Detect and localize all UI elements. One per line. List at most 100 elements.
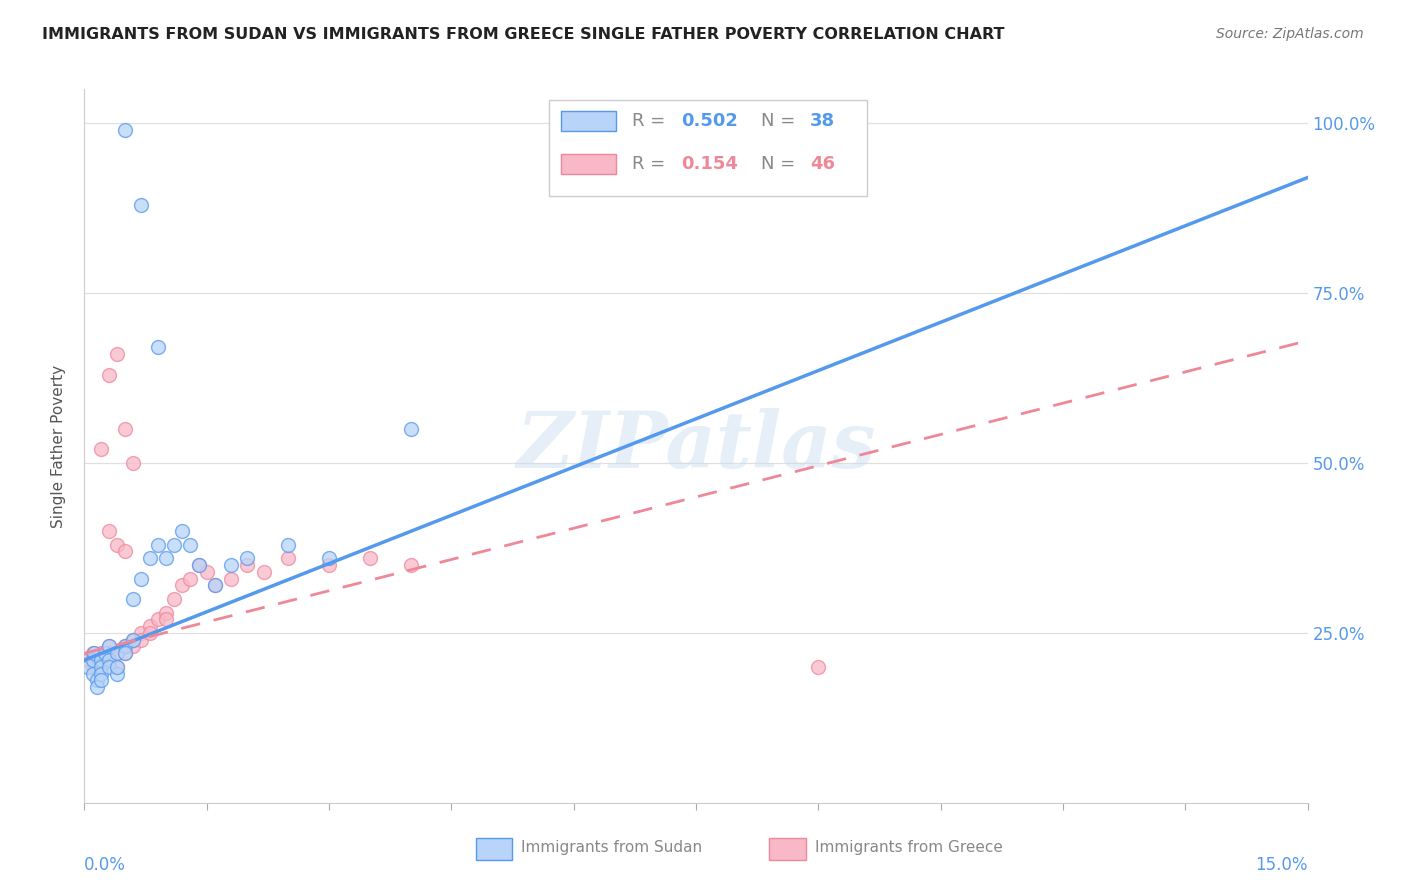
Point xyxy=(97,660,120,674)
Point xyxy=(114,123,136,137)
Point xyxy=(122,456,145,470)
Point xyxy=(146,537,169,551)
Point xyxy=(187,558,209,572)
Point xyxy=(105,646,128,660)
Point xyxy=(179,572,201,586)
Point xyxy=(204,578,226,592)
Point xyxy=(97,653,120,667)
Point xyxy=(155,551,177,566)
Point xyxy=(318,551,340,566)
Point xyxy=(90,646,112,660)
Point xyxy=(163,591,186,606)
Point xyxy=(195,565,218,579)
Point xyxy=(97,653,120,667)
Point xyxy=(138,626,160,640)
Point xyxy=(219,558,242,572)
Text: N =: N = xyxy=(761,112,801,130)
Point xyxy=(90,660,112,674)
Text: 15.0%: 15.0% xyxy=(1256,856,1308,874)
Point xyxy=(253,565,276,579)
Point xyxy=(122,640,145,654)
Y-axis label: Single Father Poverty: Single Father Poverty xyxy=(51,365,66,527)
Point xyxy=(82,666,104,681)
Point xyxy=(122,632,145,647)
Point xyxy=(82,646,104,660)
Point xyxy=(131,572,153,586)
Point xyxy=(146,341,169,355)
Point xyxy=(83,646,105,660)
Point xyxy=(90,653,112,667)
Point xyxy=(97,646,120,660)
Point xyxy=(105,666,128,681)
Point xyxy=(105,646,128,660)
Point xyxy=(146,612,169,626)
Point xyxy=(105,660,128,674)
Point xyxy=(122,632,145,647)
Point xyxy=(122,591,145,606)
Text: R =: R = xyxy=(633,112,671,130)
Point xyxy=(204,578,226,592)
Text: ZIPatlas: ZIPatlas xyxy=(516,408,876,484)
Text: N =: N = xyxy=(761,155,801,173)
Point xyxy=(77,660,100,674)
Point xyxy=(86,680,108,694)
Point xyxy=(219,572,242,586)
Point xyxy=(359,551,381,566)
Point xyxy=(114,640,136,654)
Point xyxy=(105,660,128,674)
Point xyxy=(807,660,830,674)
Point xyxy=(114,646,136,660)
Point xyxy=(277,537,299,551)
Point xyxy=(163,537,186,551)
Point xyxy=(90,666,112,681)
Point xyxy=(277,551,299,566)
Point xyxy=(86,660,108,674)
Point xyxy=(318,558,340,572)
Point xyxy=(97,640,120,654)
Point xyxy=(138,551,160,566)
Point xyxy=(90,653,112,667)
Point xyxy=(138,619,160,633)
Text: 0.502: 0.502 xyxy=(682,112,738,130)
Text: 38: 38 xyxy=(810,112,835,130)
Point xyxy=(155,606,177,620)
Point xyxy=(83,653,105,667)
FancyBboxPatch shape xyxy=(550,100,868,196)
Point xyxy=(93,646,115,660)
Text: 0.154: 0.154 xyxy=(682,155,738,173)
Text: 46: 46 xyxy=(810,155,835,173)
Text: 0.0%: 0.0% xyxy=(84,856,127,874)
Point xyxy=(77,653,100,667)
Bar xyxy=(561,112,616,131)
Point xyxy=(114,422,136,436)
Point xyxy=(97,368,120,382)
Point xyxy=(90,673,112,688)
Point xyxy=(97,640,120,654)
Point xyxy=(114,646,136,660)
Point xyxy=(399,558,422,572)
Bar xyxy=(561,154,616,174)
Point xyxy=(97,524,120,538)
Point xyxy=(236,551,259,566)
Point xyxy=(105,537,128,551)
Text: IMMIGRANTS FROM SUDAN VS IMMIGRANTS FROM GREECE SINGLE FATHER POVERTY CORRELATIO: IMMIGRANTS FROM SUDAN VS IMMIGRANTS FROM… xyxy=(42,27,1005,42)
Point xyxy=(82,660,104,674)
Text: Immigrants from Sudan: Immigrants from Sudan xyxy=(522,840,702,855)
Point xyxy=(82,653,104,667)
Point xyxy=(155,612,177,626)
Point xyxy=(114,640,136,654)
Bar xyxy=(475,838,513,860)
Point xyxy=(90,442,112,457)
Point xyxy=(90,660,112,674)
Point xyxy=(131,198,153,212)
Point xyxy=(114,544,136,558)
Text: R =: R = xyxy=(633,155,671,173)
Point xyxy=(172,524,194,538)
Point xyxy=(179,537,201,551)
Point xyxy=(131,632,153,647)
Point xyxy=(86,673,108,688)
Point xyxy=(399,422,422,436)
Text: Immigrants from Greece: Immigrants from Greece xyxy=(814,840,1002,855)
Point xyxy=(131,626,153,640)
Point xyxy=(187,558,209,572)
